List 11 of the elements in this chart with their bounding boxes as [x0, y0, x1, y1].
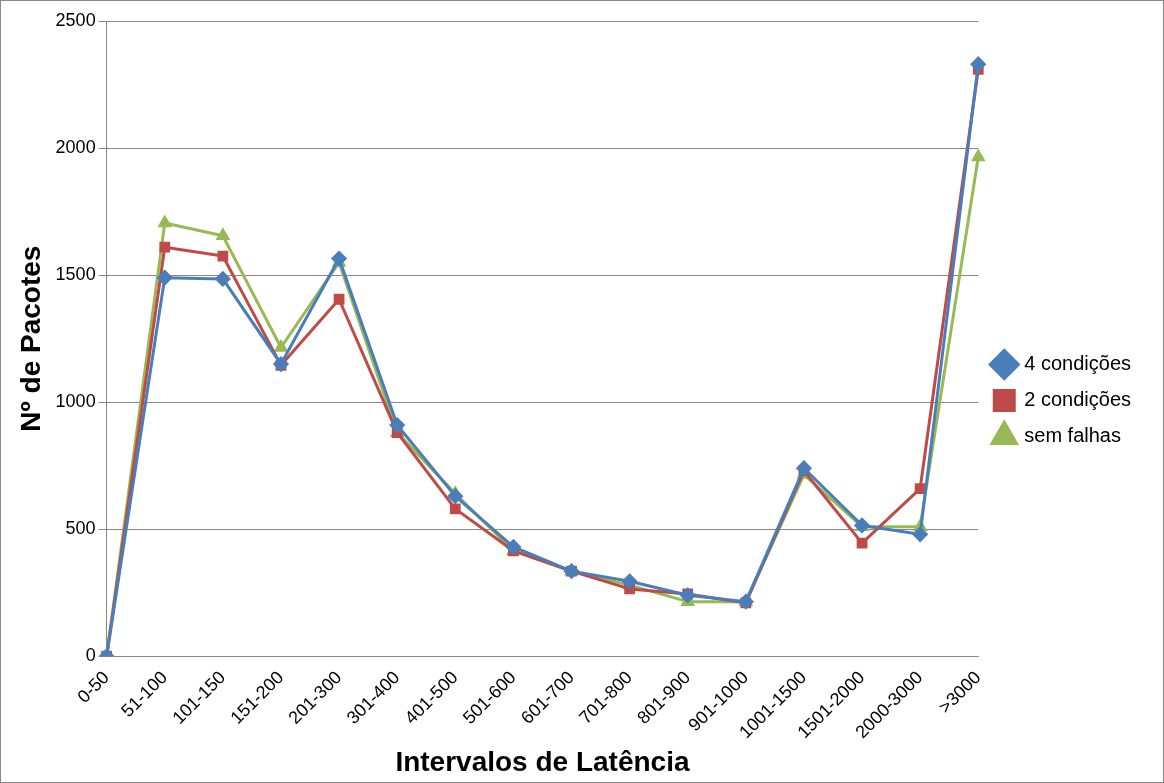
y-tick-label: 1000 — [55, 391, 96, 412]
legend-label: sem falhas — [1024, 424, 1121, 447]
y-tick-label: 2500 — [55, 9, 96, 30]
y-axis-title: Nº de Pacotes — [14, 245, 46, 432]
y-tick-label: 1500 — [55, 264, 96, 285]
legend-label: 4 condições — [1024, 352, 1132, 375]
y-tick-label: 2000 — [55, 137, 96, 158]
x-axis-title: Intervalos de Latência — [395, 745, 690, 777]
y-tick-label: 0 — [85, 645, 96, 666]
legend-label: 2 condições — [1024, 388, 1132, 411]
y-tick-label: 500 — [65, 518, 96, 539]
